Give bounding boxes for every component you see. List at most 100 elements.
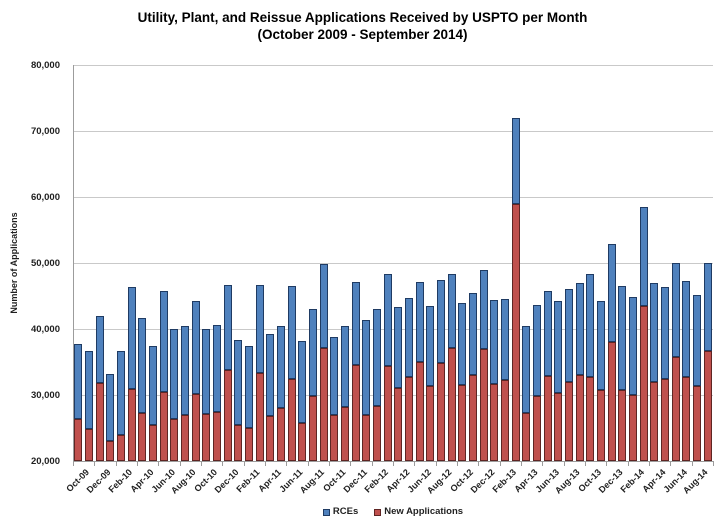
bar-segment-rce-Apr-14 — [650, 283, 658, 382]
bar-segment-new-Jan-14 — [618, 390, 626, 461]
bar-segment-rce-May-12 — [405, 298, 413, 377]
bar-segment-rce-Feb-10 — [117, 351, 125, 435]
gridline-40000 — [73, 329, 713, 330]
x-tick-9 — [265, 462, 266, 466]
bar-segment-new-Sep-13 — [576, 375, 584, 461]
bar-segment-rce-Jul-14 — [682, 281, 690, 377]
x-tick-6 — [201, 462, 202, 466]
bar-segment-rce-Aug-12 — [437, 280, 445, 363]
x-tick-7 — [222, 462, 223, 466]
bar-segment-rce-Mar-13 — [512, 118, 520, 204]
bar-segment-rce-Jan-13 — [490, 300, 498, 384]
x-tick-24 — [585, 462, 586, 466]
bar-segment-rce-Mar-12 — [384, 274, 392, 366]
x-tick-20 — [500, 462, 501, 466]
x-tick-17 — [436, 462, 437, 466]
bar-segment-new-Feb-11 — [245, 428, 253, 461]
bar-segment-rce-Sep-10 — [192, 301, 200, 394]
bar-segment-new-Dec-09 — [96, 383, 104, 461]
bar-segment-new-Mar-14 — [640, 306, 648, 461]
bar-segment-new-Sep-12 — [448, 348, 456, 461]
gridline-30000 — [73, 395, 713, 396]
bar-segment-new-Apr-11 — [266, 416, 274, 461]
x-tick-8 — [244, 462, 245, 466]
bar-segment-new-Oct-12 — [458, 385, 466, 461]
bar-segment-new-Oct-11 — [330, 415, 338, 461]
x-tick-2 — [116, 462, 117, 466]
bar-segment-new-Dec-12 — [480, 349, 488, 461]
bar-segment-new-Oct-10 — [202, 414, 210, 461]
bar-segment-new-Jul-13 — [554, 393, 562, 461]
bar-segment-new-Feb-10 — [117, 435, 125, 461]
bar-segment-rce-Dec-09 — [96, 316, 104, 383]
bar-segment-rce-Feb-13 — [501, 299, 509, 380]
bar-segment-new-Feb-14 — [629, 395, 637, 461]
bar-segment-rce-Apr-11 — [266, 334, 274, 416]
x-tick-4 — [158, 462, 159, 466]
bar-segment-new-Nov-11 — [341, 407, 349, 461]
gridline-50000 — [73, 263, 713, 264]
bar-segment-new-Feb-13 — [501, 380, 509, 461]
chart-title: Utility, Plant, and Reissue Applications… — [0, 9, 725, 43]
bar-segment-rce-Aug-10 — [181, 326, 189, 415]
bar-segment-new-Oct-09 — [74, 419, 82, 461]
y-tick-label-60,000: 60,000 — [30, 192, 60, 203]
bar-segment-new-May-11 — [277, 408, 285, 461]
bar-segment-rce-Sep-11 — [320, 264, 328, 348]
bar-segment-new-Mar-11 — [256, 373, 264, 461]
bar-segment-new-Apr-12 — [394, 388, 402, 461]
bar-segment-new-Jan-12 — [362, 415, 370, 461]
x-axis-line — [73, 461, 714, 462]
bar-segment-new-May-13 — [533, 396, 541, 461]
chart-title-line2: (October 2009 - September 2014) — [257, 27, 468, 42]
bar-segment-new-Dec-13 — [608, 342, 616, 461]
bar-segment-rce-Jul-12 — [426, 306, 434, 386]
x-tick-13 — [350, 462, 351, 466]
bar-segment-new-Jun-14 — [672, 357, 680, 461]
y-tick-label-80,000: 80,000 — [30, 60, 60, 71]
bar-segment-rce-Nov-12 — [469, 293, 477, 375]
x-tick-5 — [180, 462, 181, 466]
bar-segment-rce-Jun-10 — [160, 291, 168, 392]
bar-segment-new-Aug-12 — [437, 363, 445, 461]
x-tick-1 — [94, 462, 95, 466]
bar-segment-new-Jun-11 — [288, 379, 296, 461]
bar-segment-new-Mar-13 — [512, 204, 520, 461]
bar-segment-rce-Jul-11 — [298, 341, 306, 423]
bar-segment-rce-May-11 — [277, 326, 285, 408]
bar-segment-new-May-14 — [661, 379, 669, 461]
bar-segment-rce-Jan-11 — [234, 340, 242, 425]
bar-segment-new-Jan-10 — [106, 441, 114, 461]
bar-segment-new-Mar-12 — [384, 366, 392, 461]
x-tick-3 — [137, 462, 138, 466]
bar-segment-rce-Oct-13 — [586, 274, 594, 377]
bar-segment-new-Jul-12 — [426, 386, 434, 461]
legend-swatch-icon — [374, 508, 382, 516]
bar-segment-new-Aug-13 — [565, 382, 573, 461]
bar-segment-new-Jul-10 — [170, 419, 178, 461]
y-tick-label-70,000: 70,000 — [30, 126, 60, 137]
bar-segment-new-Dec-10 — [224, 370, 232, 461]
legend-item-rces: RCEs — [322, 507, 358, 517]
bar-segment-rce-Aug-13 — [565, 289, 573, 382]
bar-segment-rce-Dec-13 — [608, 244, 616, 342]
x-tick-10 — [286, 462, 287, 466]
bar-segment-new-Nov-13 — [597, 390, 605, 461]
y-tick-label-20,000: 20,000 — [30, 456, 60, 467]
bar-segment-rce-Apr-13 — [522, 326, 530, 413]
bar-segment-rce-Oct-10 — [202, 329, 210, 414]
x-tick-11 — [308, 462, 309, 466]
y-tick-label-50,000: 50,000 — [30, 258, 60, 269]
bar-segment-new-Sep-11 — [320, 348, 328, 461]
bar-segment-rce-Mar-11 — [256, 285, 264, 373]
bar-segment-new-May-10 — [149, 425, 157, 461]
bar-segment-new-Mar-10 — [128, 389, 136, 461]
bar-segment-rce-Jan-10 — [106, 374, 114, 441]
x-tick-25 — [606, 462, 607, 466]
bar-segment-rce-Jan-14 — [618, 286, 626, 390]
x-tick-22 — [542, 462, 543, 466]
legend-label: New Applications — [384, 506, 464, 517]
bar-segment-new-Oct-13 — [586, 377, 594, 461]
bar-segment-rce-Oct-09 — [74, 344, 82, 419]
bar-segment-rce-Jun-14 — [672, 263, 680, 357]
